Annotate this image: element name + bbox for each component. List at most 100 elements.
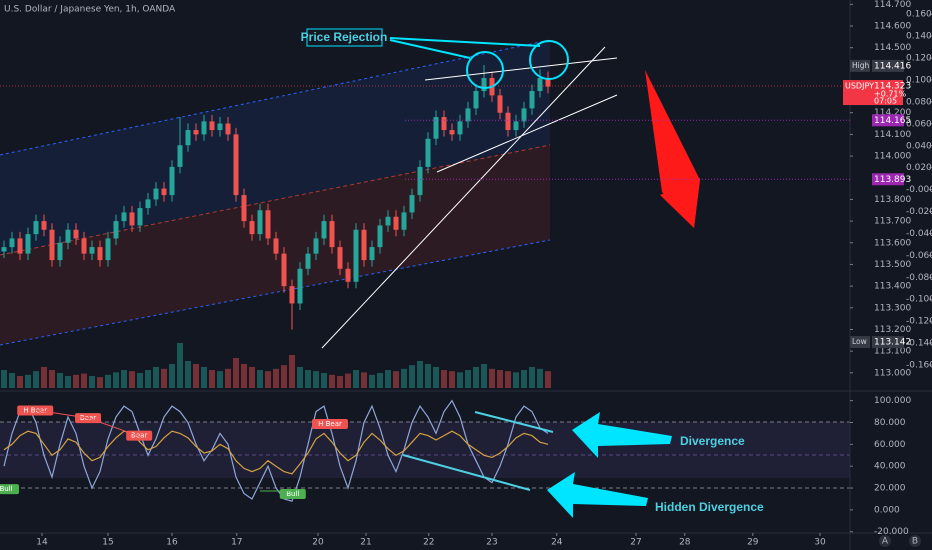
volume-bar [369, 374, 375, 388]
icon[interactable] [909, 535, 921, 547]
x-tick-label: 14 [36, 538, 48, 548]
volume-bar [457, 372, 463, 388]
candle-body [209, 121, 215, 131]
y2-tick-label: 0.120 [906, 54, 932, 64]
x-tick-label: 23 [486, 538, 497, 548]
candle-body [305, 253, 311, 269]
candle-body [89, 247, 95, 254]
y-tick-label: 114.700 [874, 0, 911, 10]
price-tag [843, 80, 903, 106]
y2-tick-label: 0.080 [906, 97, 932, 107]
volume-bar [265, 371, 271, 388]
y-tick-label: 114.000 [874, 152, 911, 162]
volume-bar [89, 376, 95, 388]
volume-bar [17, 376, 23, 388]
candle-body [1, 247, 7, 252]
volume-bar [353, 370, 359, 388]
volume-bar [121, 370, 127, 388]
candle-body [217, 123, 223, 131]
price-tag-name: USDJPY [845, 82, 874, 91]
y-tick-label: 113.700 [874, 217, 911, 227]
volume-bar [113, 372, 119, 388]
volume-bar [513, 372, 519, 388]
volume-bar [537, 368, 543, 388]
candle-body [353, 229, 359, 282]
volume-bar [441, 370, 447, 388]
y-tick-label: 113.800 [874, 195, 911, 205]
candle-body [225, 123, 231, 135]
volume-bar [97, 377, 103, 388]
y-tick-label: 114.200 [874, 108, 911, 118]
osc-tick-label: -20.000 [874, 527, 909, 537]
volume-bar [201, 367, 207, 388]
annotation: Hidden Divergence [655, 500, 764, 514]
candle-body [121, 212, 127, 222]
candle-body [41, 221, 47, 230]
candle-body [345, 268, 351, 282]
y-tick-label: 113.400 [874, 282, 911, 292]
candle-body [361, 229, 367, 261]
y-tick-label: 114.600 [874, 22, 911, 32]
volume-bar [345, 373, 351, 388]
candle-body [473, 91, 479, 109]
price-tag-value: 114.323 [874, 82, 911, 92]
candle-body [441, 117, 447, 131]
divergence-line [474, 411, 554, 433]
candle-body [329, 221, 335, 248]
candle-body [313, 238, 319, 254]
y2-tick-label: -0.160 [906, 360, 932, 370]
candle-body [169, 166, 175, 196]
x-tick-label: 27 [630, 538, 641, 548]
volume-bar [129, 371, 135, 388]
signal-label: Bull [286, 490, 299, 498]
signal-label: H Bear [318, 420, 342, 428]
callout-line [389, 39, 471, 59]
volume-bar [521, 370, 527, 388]
candle-body [385, 216, 391, 226]
volume-bar [105, 374, 111, 388]
y2-tick-label: -0.040 [906, 229, 932, 239]
candle-body [457, 121, 463, 135]
osc-tick-label: 40.000 [874, 462, 906, 472]
x-tick-label: 24 [551, 538, 563, 548]
volume-bar [297, 367, 303, 388]
icon-label[interactable]: A [882, 537, 889, 547]
x-tick-label: 21 [360, 538, 371, 548]
candle-body [113, 221, 119, 239]
price-tag-change: +0.71% [874, 90, 907, 99]
volume-bar [233, 358, 239, 388]
icon[interactable] [879, 535, 891, 547]
volume-bar [545, 371, 551, 388]
signal-badge [312, 419, 348, 430]
candle-body [545, 78, 551, 87]
marks [0, 65, 551, 388]
candle-body [161, 188, 167, 196]
y2-tick-label: -0.080 [906, 273, 932, 283]
y-tick-label: 113.600 [874, 238, 911, 248]
volume-bar [425, 364, 431, 388]
icon-label[interactable]: B [912, 537, 918, 547]
candle-body [377, 225, 383, 248]
candle-body [529, 91, 535, 109]
y2-tick-label: 0.160 [906, 10, 932, 20]
candle-body [145, 199, 151, 209]
candle-body [57, 242, 63, 261]
volume-bar [9, 373, 15, 388]
rejection-circle [466, 51, 504, 89]
price-tag [872, 336, 904, 349]
candle-body [9, 238, 15, 248]
volume-bar [137, 373, 143, 388]
candle-body [369, 247, 375, 261]
price-tag-name: Low [852, 337, 867, 346]
volume-bar [33, 371, 39, 388]
y2-tick-label: 0.100 [906, 76, 932, 86]
volume-bar [465, 370, 471, 388]
volume-bar [249, 367, 255, 388]
y2-tick-label: -0.060 [906, 251, 932, 261]
volume-bar [0, 370, 7, 388]
osc-line [3, 399, 549, 502]
trend-line [321, 46, 606, 349]
y2-tick-label: -0.020 [906, 207, 932, 217]
y2-tick-label: 0.020 [906, 163, 932, 173]
